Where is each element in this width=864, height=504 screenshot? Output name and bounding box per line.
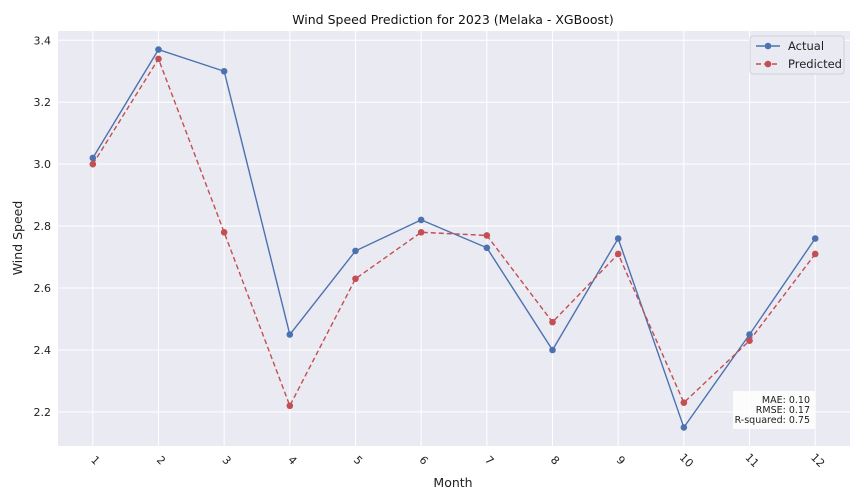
actual-point [89,154,97,162]
x-tick-label: 2 [154,453,168,467]
legend-label-actual: Actual [788,39,824,53]
metrics-background [733,391,815,429]
y-tick-label: 3.4 [34,34,52,47]
actual-point [417,216,425,224]
y-tick-label: 2.2 [34,406,52,419]
x-tick-label: 11 [742,451,761,470]
x-tick-label: 1 [88,453,102,467]
chart-title: Wind Speed Prediction for 2023 (Melaka -… [292,12,614,27]
actual-point [286,331,294,338]
x-tick-label: 6 [417,453,431,467]
actual-point [352,247,359,255]
predicted-point [89,160,97,168]
actual-point [811,235,819,242]
y-tick-label: 2.8 [34,220,52,233]
actual-point [220,67,228,75]
x-tick-label: 4 [285,453,299,467]
predicted-point [286,402,294,410]
actual-point [549,346,556,354]
x-tick-label: 8 [548,453,562,467]
metric-r-squared: R-squared: 0.75 [735,415,810,426]
legend-marker-actual [764,42,772,50]
predicted-point [746,337,753,345]
y-tick-label: 3.0 [34,158,52,171]
predicted-point [680,399,688,406]
series-layer [89,46,819,431]
metrics-box: MAE: 0.10 RMSE: 0.17 R-squared: 0.75 [733,391,815,429]
x-tick-labels: 1 2 3 4 5 6 7 8 9 10 11 12 [88,451,827,470]
actual-point [483,244,491,252]
predicted-point [220,229,228,236]
predicted-point [155,55,162,63]
actual-point [680,424,688,431]
actual-point [746,331,753,338]
predicted-point [352,275,359,283]
x-tick-label: 3 [220,453,234,467]
predicted-point [483,232,491,239]
y-tick-label: 2.4 [34,344,52,357]
actual-point [614,235,622,242]
plot-area [58,31,850,446]
predicted-point [614,250,622,258]
x-axis-label: Month [433,475,472,490]
metric-rmse: RMSE: 0.17 [756,405,810,416]
x-tick-label: 10 [677,451,696,470]
y-axis-label: Wind Speed [10,201,25,276]
metric-mae: MAE: 0.10 [762,395,810,406]
y-tick-label: 2.6 [34,282,52,295]
predicted-point [417,229,425,236]
legend-marker-predicted [764,60,772,68]
actual-series-line [92,48,816,429]
x-tick-label: 7 [482,453,496,467]
y-tick-labels: 2.2 2.4 2.6 2.8 3.0 3.2 3.4 [34,34,52,419]
legend-label-predicted: Predicted [788,57,842,71]
y-tick-label: 3.2 [34,96,52,109]
predicted-point [811,250,819,258]
legend: Actual Predicted [749,35,845,75]
predicted-point [549,318,556,326]
x-tick-label: 5 [351,453,365,467]
x-tick-label: 9 [614,453,628,467]
actual-point [155,46,162,53]
x-tick-label: 12 [808,451,827,470]
